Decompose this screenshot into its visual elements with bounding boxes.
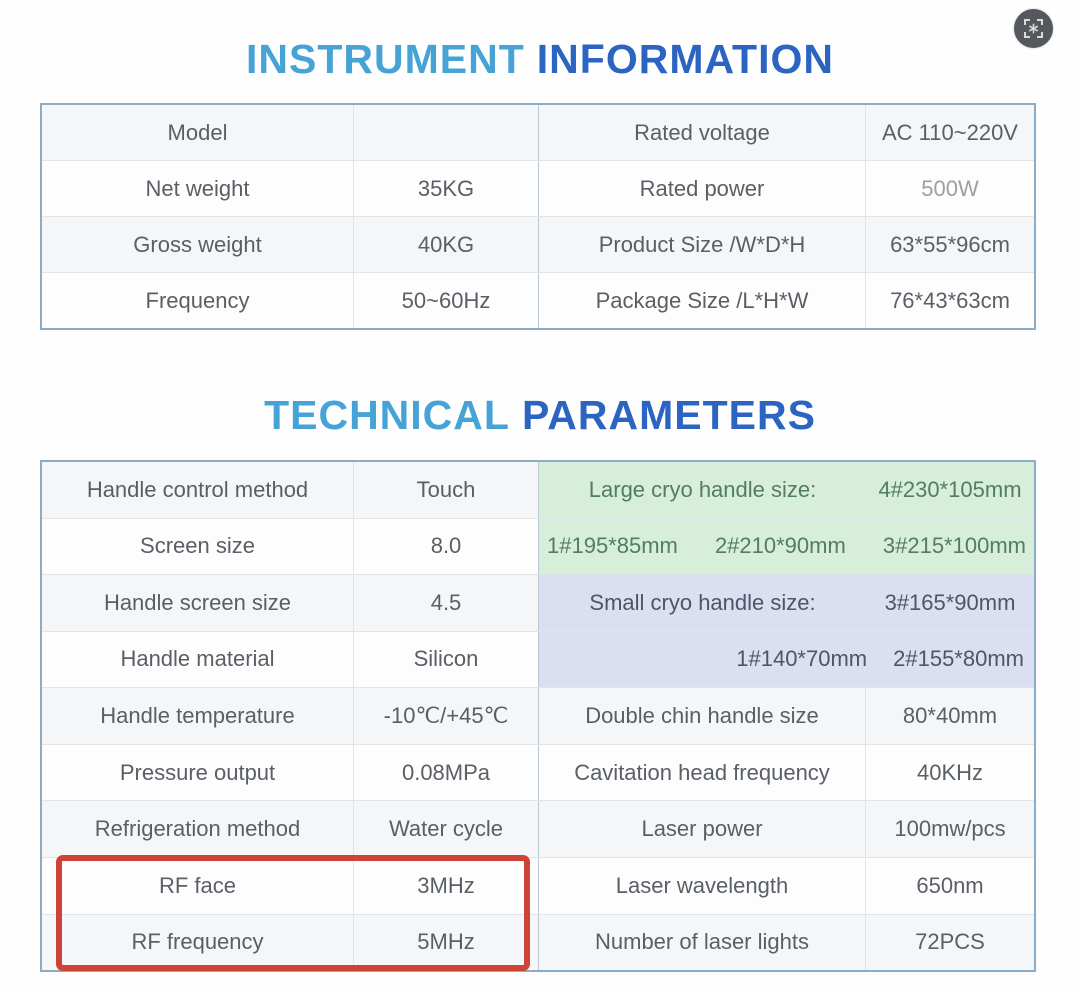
scan-button[interactable] — [1014, 9, 1053, 48]
spec-merged-values: 1#195*85mm 2#210*90mm 3#215*100mm — [539, 518, 1034, 575]
table-row: Pressure output 0.08MPa Cavitation head fr… — [42, 744, 1034, 802]
table-row: Gross weight 40KG Product Size /W*D*H 63*55… — [42, 217, 1034, 273]
technical-parameters-title: TECHNICAL PARAMETERS — [0, 392, 1080, 439]
size-value: 3#215*100mm — [882, 533, 1026, 559]
spec-value: 4#230*105mm — [866, 462, 1034, 518]
spec-value: 100mw/pcs — [894, 816, 1006, 842]
table-row: Handle temperature -10℃/+45℃ Double chin h… — [42, 688, 1034, 745]
spec-value: 3MHz — [354, 857, 539, 914]
spec-label: Handle material — [42, 631, 354, 688]
spec-value: 63*55*96cm — [890, 231, 1010, 257]
spec-label: Large cryo handle size: — [539, 462, 866, 518]
spec-value: 35KG — [354, 161, 539, 216]
table-row: Frequency 50~60Hz Package Size /L*H*W 76*43… — [42, 273, 1034, 328]
table-row: Handle material Silicon 1#140*70mm 2#155*80… — [42, 631, 1034, 689]
table-row: Handle screen size 4.5 Small cryo handle s… — [42, 575, 1034, 632]
spec-label: Pressure output — [42, 744, 354, 801]
spec-value: 5MHz — [354, 914, 539, 971]
spec-label: Laser wavelength — [539, 857, 866, 914]
spec-label: Laser power — [539, 801, 866, 857]
spec-label: Number of laser lights — [539, 914, 866, 971]
spec-value: 500W — [921, 175, 979, 201]
spec-label: Product Size /W*D*H — [539, 217, 866, 272]
title-part-dark: INFORMATION — [536, 36, 834, 82]
spec-value: -10℃/+45℃ — [354, 688, 539, 744]
spec-label: Double chin handle size — [539, 688, 866, 744]
title-part-light: TECHNICAL — [264, 392, 510, 438]
spec-label: Net weight — [42, 161, 354, 216]
spec-value — [354, 105, 539, 160]
table-row: Refrigeration method Water cycle Laser pow… — [42, 801, 1034, 858]
table-row: RF frequency 5MHz Number of laser lights 72… — [42, 914, 1034, 971]
size-value: 1#140*70mm — [736, 646, 868, 672]
spec-label: RF frequency — [42, 914, 354, 971]
spec-value: AC 110~220V — [882, 119, 1018, 145]
spec-label: Frequency — [42, 273, 354, 328]
spec-label: Screen size — [42, 518, 354, 575]
spec-label: Handle control method — [42, 462, 354, 518]
spec-value: 650nm — [916, 872, 984, 898]
spec-label: Handle screen size — [42, 575, 354, 631]
spec-label: Small cryo handle size: — [539, 575, 866, 631]
table-row: Screen size 8.0 1#195*85mm 2#210*90mm 3#215*… — [42, 518, 1034, 576]
spec-label: Package Size /L*H*W — [539, 273, 866, 328]
instrument-information-table: Model Rated voltage AC 110~220V Net weight 3… — [40, 103, 1036, 330]
spec-merged-values: 1#140*70mm 2#155*80mm — [539, 631, 1034, 688]
spec-value: Water cycle — [354, 801, 539, 857]
instrument-information-title: INSTRUMENT INFORMATION — [0, 36, 1080, 83]
table-row: Net weight 35KG Rated power 500W — [42, 161, 1034, 217]
spec-value: 76*43*63cm — [890, 287, 1010, 313]
spec-value: 40KG — [354, 217, 539, 272]
size-value: 1#195*85mm — [547, 533, 678, 559]
spec-label: Model — [42, 105, 354, 160]
size-value: 2#155*80mm — [893, 646, 1024, 672]
spec-value: 50~60Hz — [354, 273, 539, 328]
title-part-dark: PARAMETERS — [521, 392, 816, 438]
table-row: RF face 3MHz Laser wavelength 650nm — [42, 857, 1034, 915]
spec-label: Rated power — [539, 161, 866, 216]
technical-parameters-table: Handle control method Touch Large cryo han… — [40, 460, 1036, 972]
spec-label: RF face — [42, 857, 354, 914]
spec-label: Cavitation head frequency — [539, 744, 866, 801]
spec-value: 8.0 — [354, 518, 539, 575]
scan-icon — [1023, 18, 1044, 39]
spec-value: 4.5 — [354, 575, 539, 631]
spec-value: Silicon — [354, 631, 539, 688]
spec-value: 80*40mm — [902, 703, 998, 729]
table-row: Model Rated voltage AC 110~220V — [42, 105, 1034, 161]
table-row: Handle control method Touch Large cryo han… — [42, 462, 1034, 519]
spec-label: Handle temperature — [42, 688, 354, 744]
spec-value: 3#165*90mm — [866, 575, 1034, 631]
title-part-light: INSTRUMENT — [246, 36, 525, 82]
spec-value: 0.08MPa — [354, 744, 539, 801]
spec-value: 72PCS — [915, 929, 985, 955]
spec-label: Gross weight — [42, 217, 354, 272]
spec-label: Refrigeration method — [42, 801, 354, 857]
spec-label: Rated voltage — [539, 105, 866, 160]
size-value: 2#210*90mm — [714, 533, 846, 559]
spec-value: 40KHz — [916, 759, 984, 785]
spec-value: Touch — [354, 462, 539, 518]
